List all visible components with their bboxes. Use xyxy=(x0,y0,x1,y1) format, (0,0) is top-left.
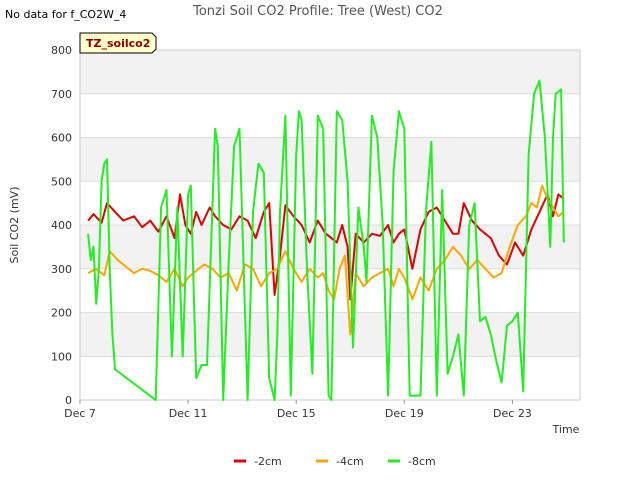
legend: -2cm -4cm -8cm xyxy=(234,455,436,468)
legend-label: -4cm xyxy=(336,455,364,468)
y-tick-labels: 0 100 200 300 400 500 600 700 800 xyxy=(51,44,72,407)
badge-box xyxy=(79,32,157,54)
badge: TZ_soilco2 xyxy=(79,32,157,54)
series-group xyxy=(87,79,565,401)
plot-bands xyxy=(80,50,580,357)
plot-band xyxy=(80,312,580,357)
series-line-minus-4cm xyxy=(87,184,565,336)
y-tick-label: 100 xyxy=(51,350,72,363)
y-tick-label: 400 xyxy=(51,219,72,232)
plot-band xyxy=(80,50,580,94)
chart-title: Tonzi Soil CO2 Profile: Tree (West) CO2 xyxy=(192,4,443,19)
y-tick-label: 600 xyxy=(51,132,72,145)
y-tick-label: 800 xyxy=(51,44,72,57)
badge-label: TZ_soilco2 xyxy=(86,37,150,50)
plot-band xyxy=(80,137,580,182)
legend-label: -2cm xyxy=(254,455,282,468)
x-tick-label: Dec 19 xyxy=(385,407,424,420)
x-tick-label: Dec 11 xyxy=(169,407,208,420)
y-tick-label: 200 xyxy=(51,307,72,320)
plot-frame xyxy=(79,49,581,401)
y-axis-label: Soil CO2 (mV) xyxy=(8,187,21,264)
x-axis-label: Time xyxy=(552,423,580,436)
y-tick-label: 300 xyxy=(51,263,72,276)
series-line-minus-8cm xyxy=(87,79,565,401)
y-tick-label: 500 xyxy=(51,175,72,188)
y-tick-label: 0 xyxy=(65,394,72,407)
x-tick-label: Dec 15 xyxy=(277,407,316,420)
y-tick-label: 700 xyxy=(51,88,72,101)
plot-band xyxy=(80,225,580,269)
x-tick-label: Dec 7 xyxy=(64,407,96,420)
x-tick-label: Dec 23 xyxy=(493,407,532,420)
legend-label: -8cm xyxy=(408,455,436,468)
x-tick-labels: Dec 7 Dec 11 Dec 15 Dec 19 Dec 23 xyxy=(64,400,532,420)
no-data-note: No data for f_CO2W_4 xyxy=(5,8,126,21)
